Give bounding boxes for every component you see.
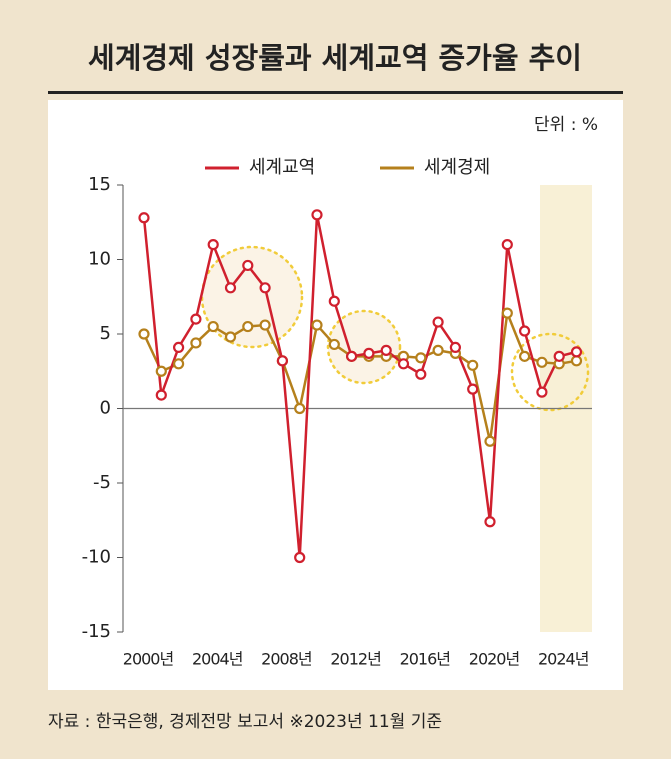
data-point — [363, 347, 375, 359]
x-tick-label: 2024년 — [538, 650, 589, 669]
series-line — [142, 213, 577, 559]
data-point — [346, 350, 358, 362]
data-point — [155, 365, 167, 377]
data-point — [518, 350, 531, 362]
data-point — [173, 341, 185, 354]
y-tick-label: 10 — [88, 249, 111, 270]
data-point — [294, 402, 306, 415]
data-point — [173, 358, 185, 370]
data-point — [432, 344, 444, 356]
data-point — [484, 516, 496, 528]
highlight-circle — [326, 309, 402, 385]
data-point — [328, 295, 340, 307]
data-point — [207, 239, 219, 251]
y-tick-label: 0 — [100, 398, 111, 419]
data-point — [138, 328, 150, 340]
y-tick-label: 15 — [88, 174, 111, 195]
data-point — [242, 320, 254, 333]
y-tick-label: -5 — [93, 472, 111, 493]
legend-label: 세계교역 — [249, 157, 315, 178]
data-point — [224, 331, 237, 343]
legend-label: 세계경제 — [424, 157, 490, 178]
source-note: 자료 : 한국은행, 경제전망 보고서 ※2023년 11월 기준 — [48, 712, 442, 732]
x-tick-label: 2016년 — [400, 650, 451, 669]
data-point — [276, 355, 288, 367]
data-point — [397, 358, 410, 370]
data-point — [432, 316, 444, 328]
data-point — [501, 307, 513, 319]
data-point — [449, 341, 461, 354]
plot-panel — [48, 100, 623, 690]
data-point — [536, 386, 548, 398]
data-point — [138, 212, 150, 224]
data-point — [570, 346, 583, 358]
y-tick-label: -15 — [82, 621, 111, 642]
data-point — [415, 368, 427, 380]
highlight-circle — [510, 332, 590, 412]
data-point — [467, 359, 479, 371]
data-point — [518, 325, 531, 337]
data-point — [380, 344, 392, 356]
x-tick-label: 2012년 — [330, 650, 381, 669]
data-point — [190, 337, 202, 349]
data-point — [553, 350, 565, 362]
data-point — [570, 355, 583, 367]
x-tick-label: 2004년 — [192, 650, 243, 669]
title-rule — [48, 91, 623, 94]
data-point — [190, 313, 202, 325]
y-tick-label: -10 — [82, 547, 111, 568]
data-point — [155, 389, 167, 401]
data-point — [259, 282, 271, 294]
data-point — [328, 338, 340, 351]
unit-label: 단위 : % — [534, 115, 598, 135]
chart-title: 세계경제 성장률과 세계교역 증가율 추이 — [88, 41, 582, 75]
data-point — [311, 209, 323, 221]
data-point — [501, 239, 513, 251]
data-point — [242, 259, 254, 272]
data-point — [207, 320, 219, 333]
data-point — [294, 551, 306, 564]
x-tick-label: 2020년 — [469, 650, 520, 669]
data-point — [415, 352, 427, 364]
data-point — [484, 435, 496, 447]
x-tick-label: 2000년 — [123, 650, 174, 669]
data-point — [467, 383, 479, 395]
data-point — [224, 282, 237, 294]
data-point — [259, 319, 271, 331]
x-tick-label: 2008년 — [261, 650, 312, 669]
y-tick-label: 5 — [100, 323, 111, 344]
data-point — [311, 319, 323, 331]
data-point — [536, 356, 548, 368]
